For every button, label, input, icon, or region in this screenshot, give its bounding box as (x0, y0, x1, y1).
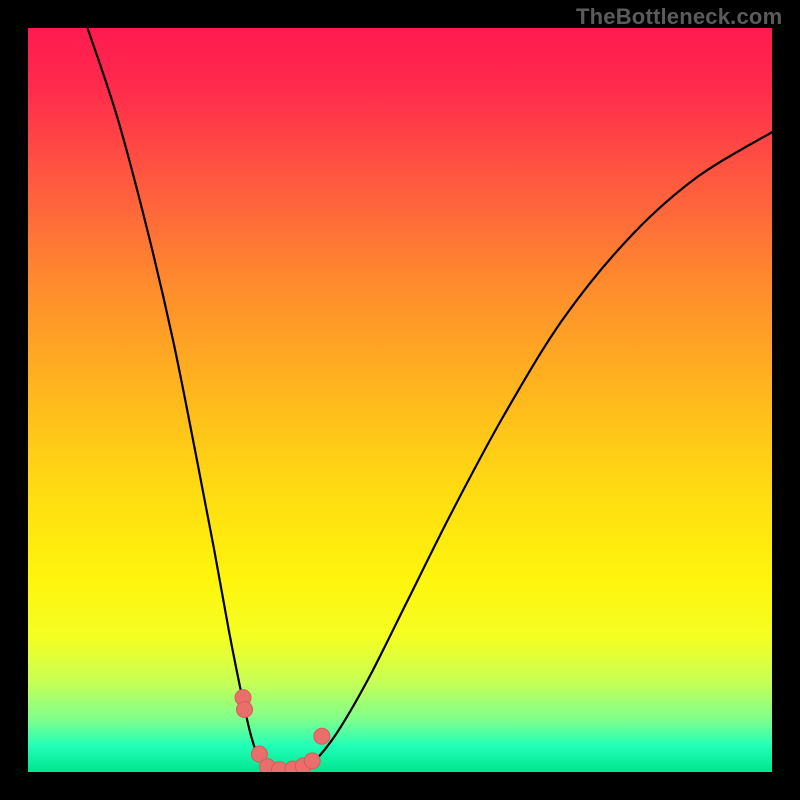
bottleneck-chart (28, 28, 772, 772)
valley-marker (237, 702, 253, 718)
chart-background (28, 28, 772, 772)
watermark-text: TheBottleneck.com (576, 4, 782, 30)
valley-marker (304, 753, 320, 769)
valley-marker (314, 728, 330, 744)
